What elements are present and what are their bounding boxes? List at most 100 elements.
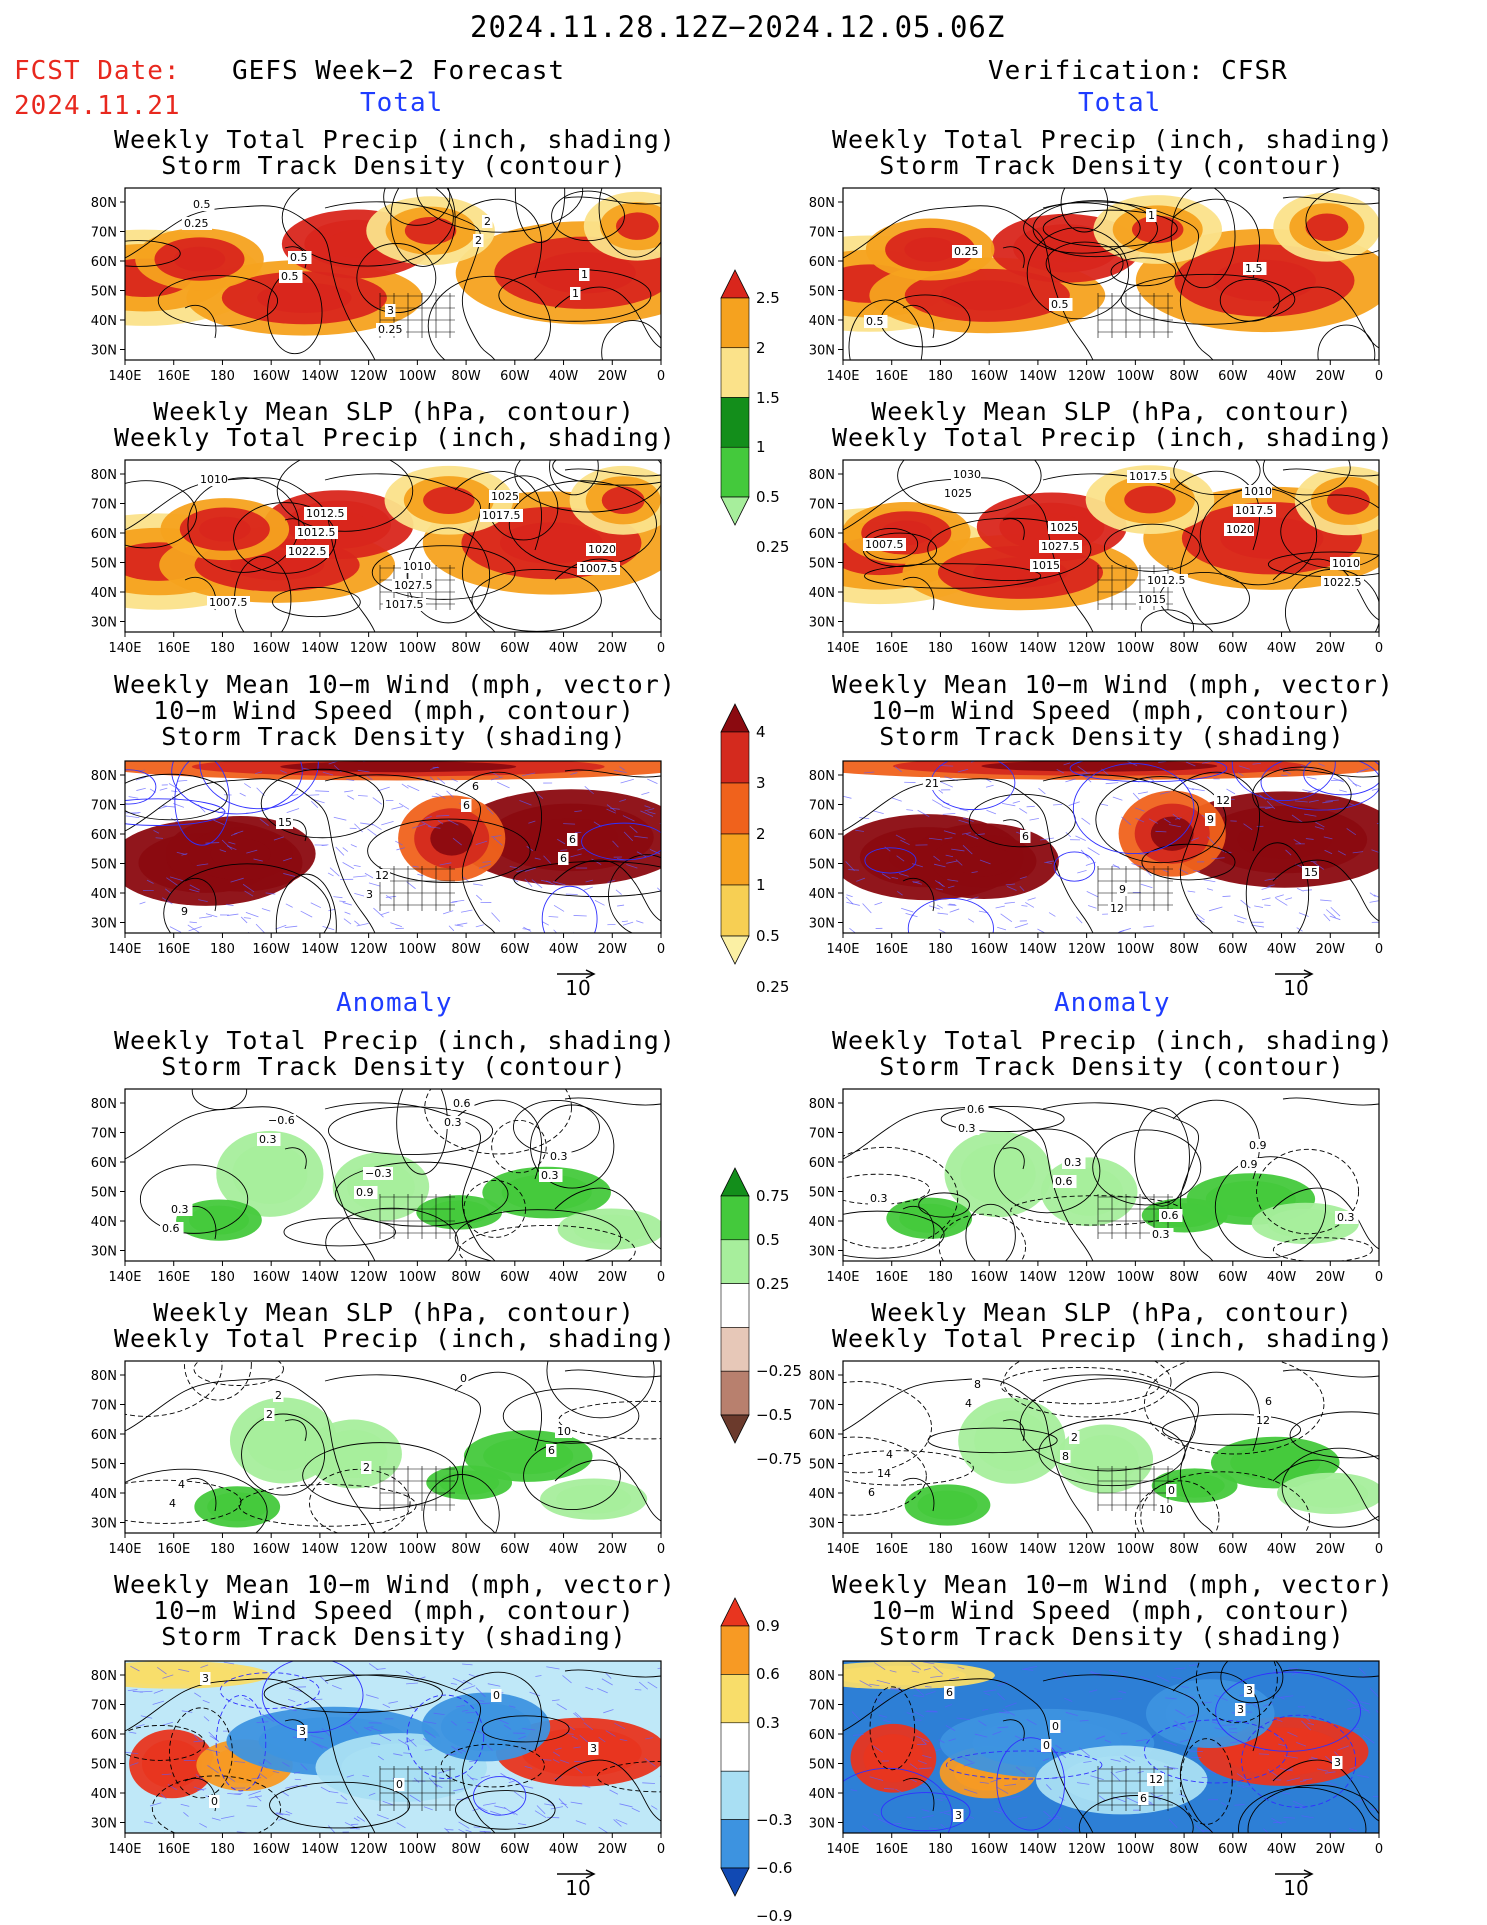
contour-label: 3 [366,888,373,901]
title-l1: Weekly Total Precip (inch, shading) Storm… [114,125,676,180]
contour-label: 0.5 [290,251,308,264]
lon-tick-label: 20W [598,942,628,957]
shading-region [904,237,956,262]
arrow-right-icon [1275,1869,1314,1879]
contour-line [472,1776,527,1816]
contour-label: 1015 [1138,593,1166,606]
lat-tick-label: 80N [91,468,117,483]
contour-label: 0.5 [193,198,211,211]
lon-tick-label: 180 [210,1270,235,1285]
lon-tick-label: 100W [399,1270,437,1285]
colorbar-tick-label: 2.5 [756,289,780,307]
map-panel-r3: 12 9 15 21 6 9 12 80N 70N 60N 50N 40N 30N 140E 160E 180… [803,751,1409,967]
contour-label: 1010 [1332,557,1360,570]
map-panel-r4: 0.9 0.3 0.3 0.6 0.3 0.9 0.3 0.6 0.3 0.6 80N 70N 60N 5… [803,1079,1409,1295]
contour-label: −0.3 [365,1167,392,1180]
lon-tick-label: 140W [1019,641,1057,656]
contour-label: 1010 [1244,485,1272,498]
contour-label: 3 [1246,1684,1253,1697]
contour-line [424,1089,572,1155]
contour-label: 6 [463,799,470,812]
contour-label: 3 [202,1672,209,1685]
lat-tick-label: 70N [91,799,117,814]
lon-tick-label: 20W [598,641,628,656]
contour-line [1143,1361,1325,1455]
lon-tick-label: 160W [970,369,1008,384]
lon-tick-label: 100W [399,1542,437,1557]
lat-tick-label: 80N [91,1097,117,1112]
lon-tick-label: 0 [657,641,665,656]
contour-line [1272,1237,1373,1261]
contour-line [1245,842,1310,933]
contour-label: 0.25 [184,217,209,230]
contour-line [1241,1714,1357,1808]
contour-label: 1.5 [1245,262,1263,275]
shading-region [615,212,659,240]
contour-line [1110,257,1177,287]
lat-tick-label: 60N [809,255,835,270]
lon-tick-label: 160W [252,1842,290,1857]
contour-line [864,563,1042,589]
contour-line [1140,609,1194,632]
shading-region [521,1728,642,1777]
contour-line [471,569,602,632]
contour-line [1231,761,1336,802]
lon-tick-label: 160W [252,369,290,384]
lat-tick-label: 40N [91,1215,117,1230]
contour-line [191,1089,248,1111]
lon-tick-label: 80W [1169,942,1199,957]
lon-tick-label: 40W [1267,1842,1297,1857]
lon-tick-label: 120W [1068,1842,1106,1857]
title-r3: Weekly Mean 10−m Wind (mph, vector) 10−m … [832,670,1394,751]
contour-label: 12 [375,869,389,882]
contour-line [1078,1795,1194,1833]
lon-tick-label: 140W [301,942,339,957]
contour-line [918,1192,970,1218]
contour-label: 6 [569,833,576,846]
lat-tick-label: 50N [809,1758,835,1773]
contour-label: 6 [1022,830,1029,843]
contour-line [869,1686,916,1771]
contour-line [945,1750,1103,1780]
shading-region [402,1129,448,1154]
lon-tick-label: 140E [108,942,141,957]
contour-line [491,1119,547,1174]
contour-label: 0.6 [453,1097,471,1110]
contour-line [371,545,516,600]
lon-tick-label: 40W [1267,369,1297,384]
contour-line [335,1161,509,1227]
lat-tick-label: 50N [809,557,835,572]
lat-tick-label: 60N [91,1728,117,1743]
contour-line [272,587,361,618]
contour-label: 4 [178,1478,185,1491]
shading-region [917,1490,978,1520]
lat-tick-label: 40N [809,1487,835,1502]
contour-label: 0.6 [1161,1209,1179,1222]
contour-line [488,475,559,541]
left-total-heading: Total [360,88,444,118]
contour-label: 9 [1207,813,1214,826]
shading-region [981,761,1218,772]
contour-line [327,1106,494,1156]
contour-label: 3 [590,1742,597,1755]
lon-tick-label: 120W [350,1542,388,1557]
contour-label: 14 [877,1467,891,1480]
contour-line [1019,1378,1196,1472]
colorbar-tick-label: −0.5 [756,1406,793,1424]
lon-tick-label: 60W [500,641,530,656]
lon-tick-label: 80W [1169,641,1199,656]
lon-tick-label: 160W [970,641,1008,656]
lat-tick-label: 40N [91,314,117,329]
lon-tick-label: 80W [451,641,481,656]
contour-line [1134,1471,1311,1533]
lon-tick-label: 100W [1117,641,1155,656]
lon-tick-label: 140W [301,369,339,384]
colorbar-tick-label: 0.3 [756,1713,780,1732]
map-plot: 0.25 0.5 1 1.5 0.5 80N 70N 60N 50N 40N 30N 140E 160E… [809,187,1383,384]
lon-tick-label: 180 [210,641,235,656]
map-panel-l5: 6 4 2 2 0 10 4 2 80N 70N 60N 50N 40N 30N 140E 160E 180 16… [85,1351,691,1567]
contour-label: 0.9 [1240,1158,1258,1171]
contour-line [1281,1447,1379,1528]
contour-label: 10 [1159,1503,1173,1516]
contour-line [263,1674,443,1713]
